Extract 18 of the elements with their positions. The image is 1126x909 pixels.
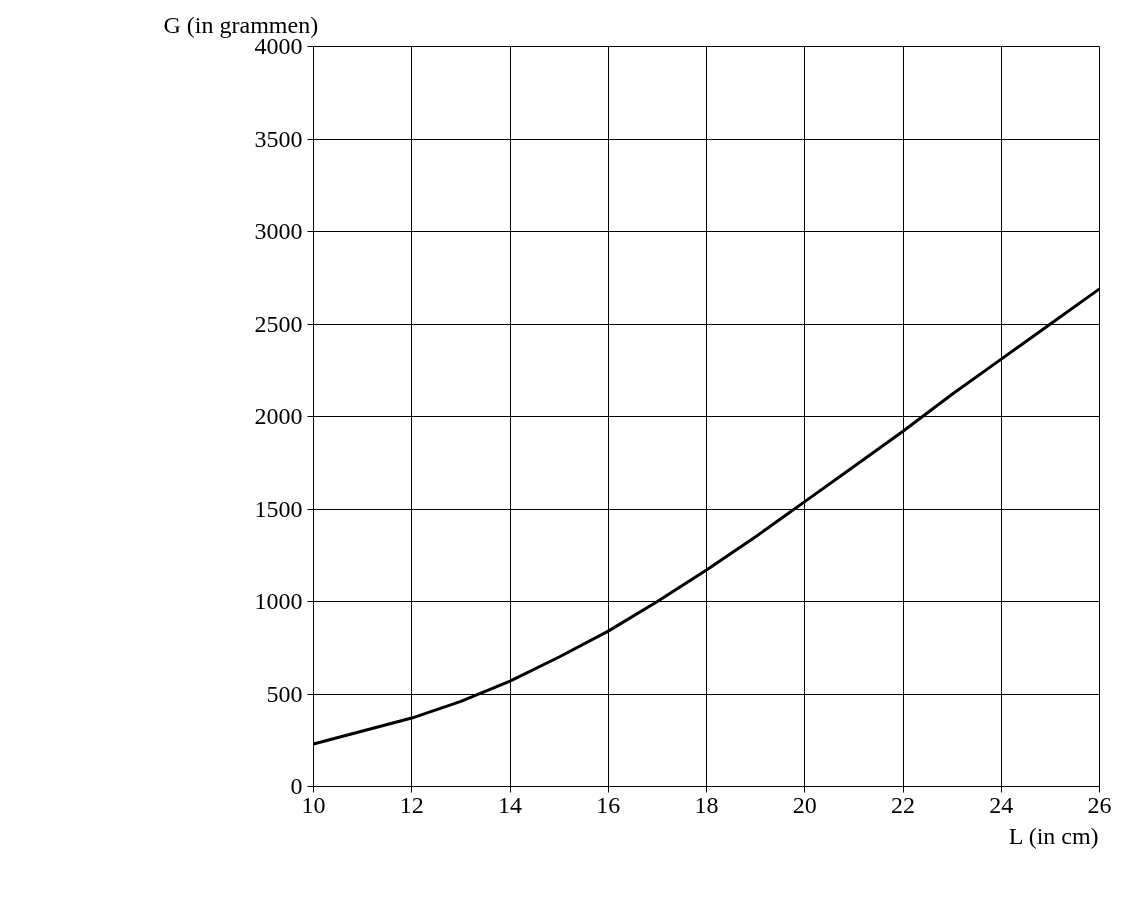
x-tick-label: 14 bbox=[498, 791, 522, 818]
x-tick-label: 10 bbox=[301, 791, 326, 818]
x-tick-label: 22 bbox=[891, 791, 915, 818]
x-tick-label: 24 bbox=[989, 791, 1014, 818]
y-tick-label: 3500 bbox=[254, 125, 303, 152]
x-tick-label: 16 bbox=[596, 791, 621, 818]
y-tick-label: 0 bbox=[290, 773, 303, 799]
y-tick-label: 3000 bbox=[254, 218, 303, 244]
y-tick-label: 2500 bbox=[254, 310, 303, 337]
x-tick-label: 20 bbox=[792, 791, 817, 818]
x-axis-title: L (in cm) bbox=[1008, 822, 1099, 849]
x-tick-label: 18 bbox=[694, 791, 719, 818]
y-tick-label: 500 bbox=[266, 680, 303, 707]
y-tick-label: 1000 bbox=[254, 588, 303, 614]
y-tick-label: 2000 bbox=[254, 403, 303, 429]
x-tick-label: 12 bbox=[399, 791, 424, 818]
x-tick-label: 26 bbox=[1087, 791, 1112, 818]
y-tick-label: 1500 bbox=[254, 495, 303, 522]
